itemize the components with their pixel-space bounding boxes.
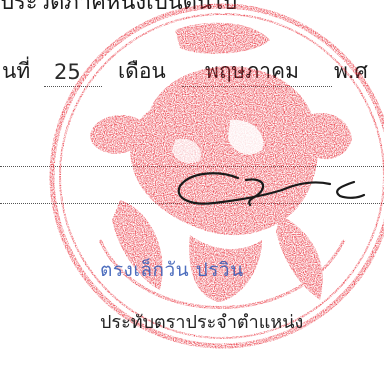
month-label: เดือน: [118, 59, 166, 83]
handwritten-signature: [177, 172, 366, 207]
day-label: นที่: [2, 59, 31, 83]
day-value: 25: [54, 60, 81, 84]
signer-name: ตรงเล็กวัน ปรวิน: [100, 259, 244, 281]
garuda-seal-icon: [49, 3, 384, 349]
day-dotted-line: [44, 86, 102, 87]
signer-position: ประทับตราประจำตำแหน่ง: [100, 312, 304, 333]
